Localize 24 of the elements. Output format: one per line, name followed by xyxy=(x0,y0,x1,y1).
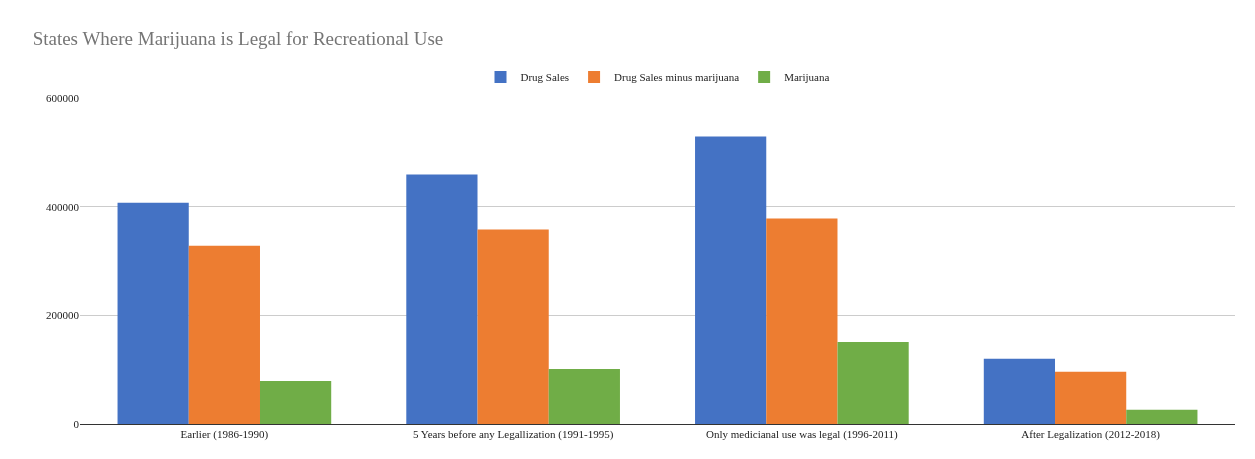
bar xyxy=(117,202,189,424)
x-tick-label: Only medicianal use was legal (1996-2011) xyxy=(706,428,899,442)
bar xyxy=(766,218,838,424)
bar xyxy=(406,174,478,424)
y-tick-label: 0 xyxy=(73,417,80,430)
y-tick-label: 600000 xyxy=(46,91,80,104)
legend-label: Drug Sales minus marijuana xyxy=(614,71,740,84)
legend-label: Drug Sales xyxy=(520,71,570,84)
legend-label: Marijuana xyxy=(784,71,830,84)
bar xyxy=(477,229,549,424)
bar xyxy=(259,381,332,424)
bar xyxy=(837,341,909,424)
bar xyxy=(548,369,620,424)
bar xyxy=(1126,409,1198,424)
x-tick-label: After Legalization (2012-2018) xyxy=(1021,428,1161,442)
bar xyxy=(188,245,260,424)
bar xyxy=(695,136,767,424)
x-tick-label: Earlier (1986-1990) xyxy=(180,428,269,442)
bar xyxy=(1055,371,1127,424)
y-tick-label: 200000 xyxy=(46,309,80,322)
bar xyxy=(983,358,1056,424)
chart-title: States Where Marijuana is Legal for Recreational Use xyxy=(32,28,444,50)
x-tick-label: 5 Years before any Legallization (1991-1995) xyxy=(412,428,614,442)
y-tick-label: 400000 xyxy=(46,200,80,213)
